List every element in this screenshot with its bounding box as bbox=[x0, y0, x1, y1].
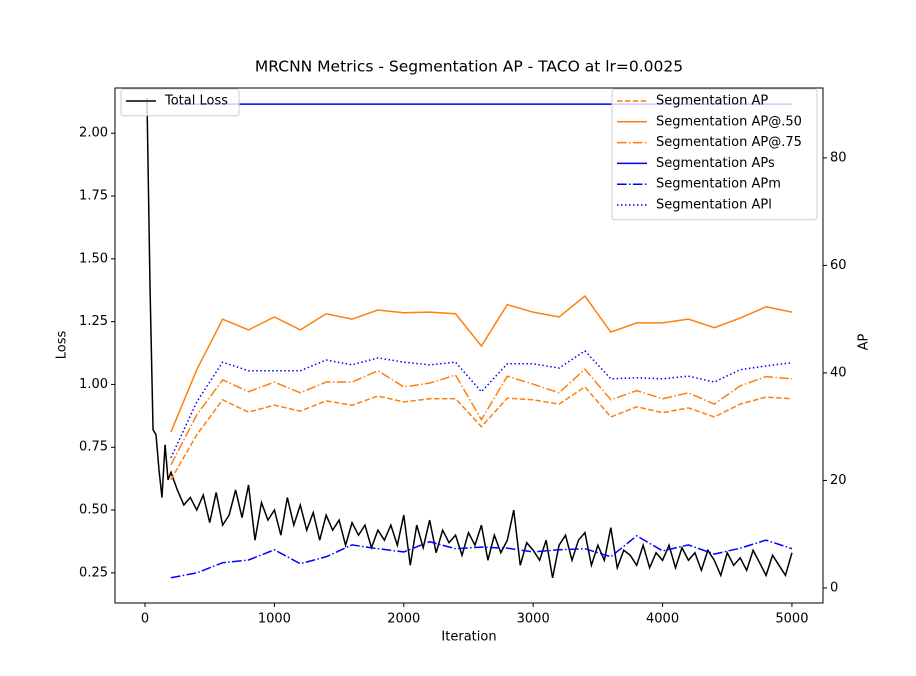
legend-label: Segmentation AP@.50 bbox=[656, 114, 802, 129]
y-tick-label: 1.00 bbox=[79, 377, 108, 392]
y-tick-label: 2.00 bbox=[79, 126, 108, 141]
x-tick-label: 0 bbox=[141, 612, 149, 627]
legend-label: Segmentation AP@.75 bbox=[656, 135, 802, 150]
y2-axis-label: AP bbox=[857, 333, 872, 350]
chart-title: MRCNN Metrics - Segmentation AP - TACO a… bbox=[255, 58, 683, 76]
legend-label: Total Loss bbox=[164, 94, 228, 109]
y-tick-label: 1.25 bbox=[79, 314, 108, 329]
y-tick-label: 0.25 bbox=[79, 565, 108, 580]
legend-ap bbox=[611, 88, 818, 221]
y-axis-label: Loss bbox=[55, 331, 70, 360]
series-line bbox=[170, 385, 792, 481]
x-tick-label: 5000 bbox=[775, 612, 808, 627]
x-tick-label: 2000 bbox=[387, 612, 420, 627]
legend-label: Segmentation APl bbox=[656, 198, 772, 213]
plot-frame bbox=[114, 87, 824, 604]
y-tick-label: 1.75 bbox=[79, 189, 108, 204]
legend-label: Segmentation APm bbox=[656, 177, 781, 192]
legend-label: Segmentation APs bbox=[656, 156, 775, 171]
y2-tick-label: 0 bbox=[830, 580, 838, 595]
series-line bbox=[170, 368, 793, 466]
series-line bbox=[146, 98, 793, 579]
x-tick-label: 4000 bbox=[646, 612, 679, 627]
y2-tick-label: 40 bbox=[830, 365, 847, 380]
series-line bbox=[170, 534, 793, 579]
x-tick-label: 1000 bbox=[258, 612, 291, 627]
y2-tick-label: 60 bbox=[830, 258, 847, 273]
y2-tick-label: 80 bbox=[830, 150, 847, 165]
y-tick-label: 0.50 bbox=[79, 503, 108, 518]
y-tick-label: 0.75 bbox=[79, 440, 108, 455]
legend bbox=[120, 88, 240, 117]
series-line bbox=[170, 294, 793, 433]
y2-tick-label: 20 bbox=[830, 473, 847, 488]
x-axis-label: Iteration bbox=[441, 630, 496, 645]
x-tick-label: 3000 bbox=[517, 612, 550, 627]
legend-label: Segmentation AP bbox=[656, 94, 768, 109]
y-tick-label: 1.50 bbox=[79, 251, 108, 266]
